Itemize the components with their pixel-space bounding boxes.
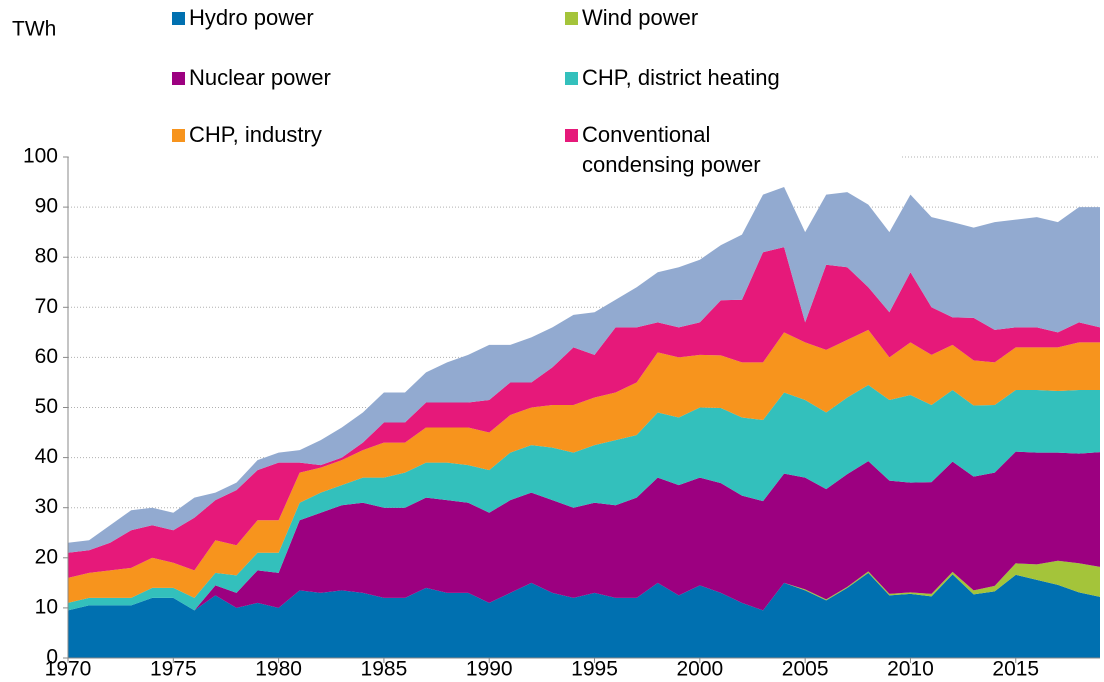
x-tick-label: 2010	[887, 658, 934, 681]
legend-label: CHP, industry	[189, 122, 322, 147]
y-tick-label: 90	[35, 195, 58, 218]
y-tick-label: 20	[35, 545, 58, 568]
legend-label: Wind power	[582, 5, 699, 30]
legend: Hydro power Wind power Nuclear power CHP, d…	[0, 0, 1104, 200]
legend-swatch	[565, 72, 578, 85]
y-tick-label: 50	[35, 395, 58, 418]
legend-swatch	[565, 12, 578, 25]
legend-label: Nuclear power	[189, 65, 331, 90]
legend-item: Conventional condensing power	[565, 120, 805, 180]
legend-swatch	[172, 12, 185, 25]
x-tick-label: 2005	[782, 658, 829, 681]
area	[68, 247, 1100, 578]
legend-swatch	[172, 72, 185, 85]
area	[68, 329, 1100, 603]
legend-item: CHP, district heating	[565, 63, 805, 93]
y-tick-label: 70	[35, 295, 58, 318]
legend-item: Nuclear power	[172, 63, 412, 93]
y-tick-label: 60	[35, 345, 58, 368]
x-tick-label: 1995	[571, 658, 618, 681]
legend-background	[69, 140, 901, 180]
legend-item: Hydro power	[172, 3, 412, 33]
x-tick-label: 1980	[255, 658, 302, 681]
y-tick-label: 0	[46, 646, 58, 669]
area	[68, 384, 1100, 611]
legend-label: Conventional condensing power	[582, 122, 761, 177]
legend-swatch	[172, 129, 185, 142]
y-tick-label: 80	[35, 245, 58, 268]
legend-label: Hydro power	[189, 5, 314, 30]
area	[68, 187, 1100, 553]
y-tick-label: 40	[35, 445, 58, 468]
y-tick-label: 10	[35, 595, 58, 618]
legend-label: CHP, district heating	[582, 65, 780, 90]
x-tick-label: 2015	[992, 658, 1039, 681]
legend-item: CHP, industry	[172, 120, 412, 150]
legend-item: Wind power	[565, 3, 805, 33]
x-tick-label: 1990	[466, 658, 513, 681]
legend-swatch	[565, 129, 578, 142]
x-tick-label: 1975	[150, 658, 197, 681]
area	[68, 572, 1100, 658]
x-tick-label: 2000	[676, 658, 723, 681]
area	[68, 451, 1100, 611]
x-tick-label: 1985	[361, 658, 408, 681]
areas	[68, 187, 1100, 658]
x-tick-label: 1970	[45, 658, 92, 681]
y-axis-label: TWh	[12, 18, 56, 41]
y-tick-label: 30	[35, 495, 58, 518]
y-tick-label: 100	[23, 145, 58, 168]
